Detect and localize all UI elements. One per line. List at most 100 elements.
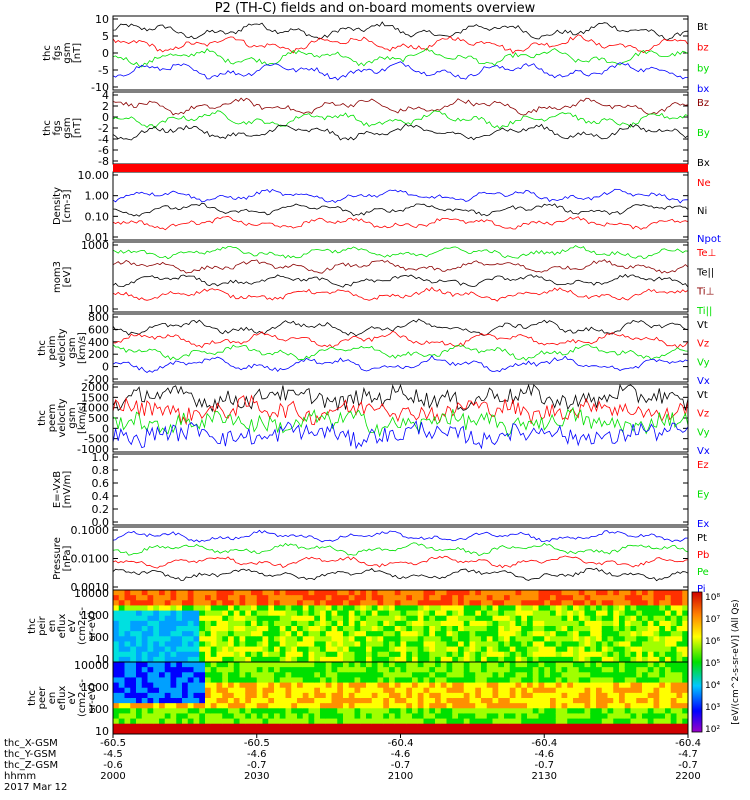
spectrogram-cell	[630, 713, 637, 720]
ylabel-line: peim	[47, 335, 58, 360]
spectrogram-cell	[297, 605, 304, 612]
spectrogram-cell	[268, 682, 275, 689]
spectrogram-cell	[389, 626, 396, 632]
spectrogram-cell	[164, 615, 171, 622]
spectrogram-cell	[325, 610, 332, 617]
spectrogram-cell	[596, 631, 603, 637]
spectrogram-cell	[406, 723, 413, 730]
spectrogram-cell	[360, 626, 367, 632]
spectrogram-cell	[463, 615, 470, 622]
spectrogram-cell	[555, 636, 562, 642]
ytick-label: 0.10	[85, 210, 110, 223]
spectrogram-cell	[279, 590, 286, 596]
spectrogram-cell	[285, 641, 292, 648]
spectrogram-cell	[113, 651, 120, 658]
spectrogram-cell	[389, 590, 396, 596]
spectrogram-cell	[481, 620, 488, 627]
spectrogram-cell	[159, 713, 166, 720]
spectrogram-cell	[371, 605, 378, 612]
spectrogram-cell	[343, 713, 350, 720]
spectrogram-cell	[348, 728, 355, 735]
spectrogram-cell	[245, 615, 252, 622]
spectrogram-cell	[406, 636, 413, 642]
spectrogram-cell	[659, 698, 666, 704]
ylabel-line: sr-eV)	[87, 611, 98, 640]
spectrogram-cell	[348, 713, 355, 720]
spectrogram-cell	[331, 651, 338, 658]
spectrogram-cell	[262, 682, 269, 689]
spectrogram-cell	[642, 692, 649, 699]
spectrogram-cell	[279, 662, 286, 668]
colorbar-label: [eV/(cm^2-s-sr-eV)] (All Qs)	[731, 599, 741, 724]
spectrogram-cell	[417, 615, 424, 622]
spectrogram-cell	[624, 605, 631, 612]
spectrogram-cell	[676, 708, 683, 714]
spectrogram-cell	[670, 631, 677, 637]
spectrogram-cell	[147, 656, 154, 663]
spectrogram-cell	[256, 677, 263, 684]
spectrogram-cell	[527, 590, 534, 596]
spectrogram-cell	[469, 590, 476, 596]
spectrogram-cell	[314, 667, 321, 673]
spectrogram-cell	[440, 656, 447, 663]
spectrogram-cell	[423, 631, 430, 637]
spectrogram-cell	[642, 656, 649, 663]
spectrogram-cell	[515, 723, 522, 730]
spectrogram-cell	[113, 713, 120, 720]
spectrogram-cell	[233, 698, 240, 704]
spectrogram-cell	[670, 723, 677, 730]
spectrogram-cell	[573, 692, 580, 699]
spectrogram-cell	[670, 687, 677, 694]
spectrogram-cell	[170, 698, 177, 704]
spectrogram-cell	[590, 718, 597, 725]
spectrogram-cell	[389, 600, 396, 606]
spectrogram-cell	[636, 600, 643, 606]
spectrogram-cell	[348, 620, 355, 627]
spectrogram-cell	[452, 651, 459, 658]
spectrogram-cell	[578, 718, 585, 725]
spectrogram-cell	[504, 692, 511, 699]
spectrogram-cell	[147, 662, 154, 668]
series-line-Vx	[112, 419, 689, 450]
spectrogram-cell	[590, 698, 597, 704]
spectrogram-cell	[435, 723, 442, 730]
spectrogram-cell	[118, 590, 125, 596]
spectrogram-cell	[670, 620, 677, 627]
spectrogram-cell	[515, 682, 522, 689]
spectrogram-cell	[463, 677, 470, 684]
spectrogram-cell	[136, 672, 143, 678]
spectrogram-cell	[538, 728, 545, 735]
spectrogram-cell	[590, 692, 597, 699]
spectrogram-cell	[435, 595, 442, 601]
xaxis-value: -0.7	[534, 760, 554, 771]
spectrogram-cell	[538, 595, 545, 601]
spectrogram-cell	[469, 687, 476, 694]
spectrogram-cell	[228, 615, 235, 622]
spectrogram-cell	[262, 595, 269, 601]
spectrogram-cell	[159, 631, 166, 637]
spectrogram-cell	[256, 662, 263, 668]
spectrogram-cell	[550, 682, 557, 689]
ytick-label: 0.6	[92, 477, 110, 490]
spectrogram-cell	[624, 662, 631, 668]
spectrogram-cell	[475, 651, 482, 658]
spectrogram-cell	[659, 641, 666, 648]
spectrogram-cell	[412, 723, 419, 730]
spectrogram-cell	[527, 718, 534, 725]
spectrogram-cell	[561, 687, 568, 694]
spectrogram-cell	[337, 687, 344, 694]
spectrogram-cell	[412, 656, 419, 663]
spectrogram-cell	[113, 600, 120, 606]
xaxis-value: -0.7	[247, 760, 267, 771]
spectrogram-cell	[624, 708, 631, 714]
spectrogram-cell	[354, 631, 361, 637]
spectrogram-cell	[170, 615, 177, 622]
spectrogram-cell	[561, 703, 568, 709]
spectrogram-cell	[222, 651, 229, 658]
series-line-by	[112, 47, 689, 68]
spectrogram-cell	[371, 615, 378, 622]
spectrogram-cell	[285, 595, 292, 601]
spectrogram-cell	[446, 600, 453, 606]
spectrogram-cell	[343, 662, 350, 668]
